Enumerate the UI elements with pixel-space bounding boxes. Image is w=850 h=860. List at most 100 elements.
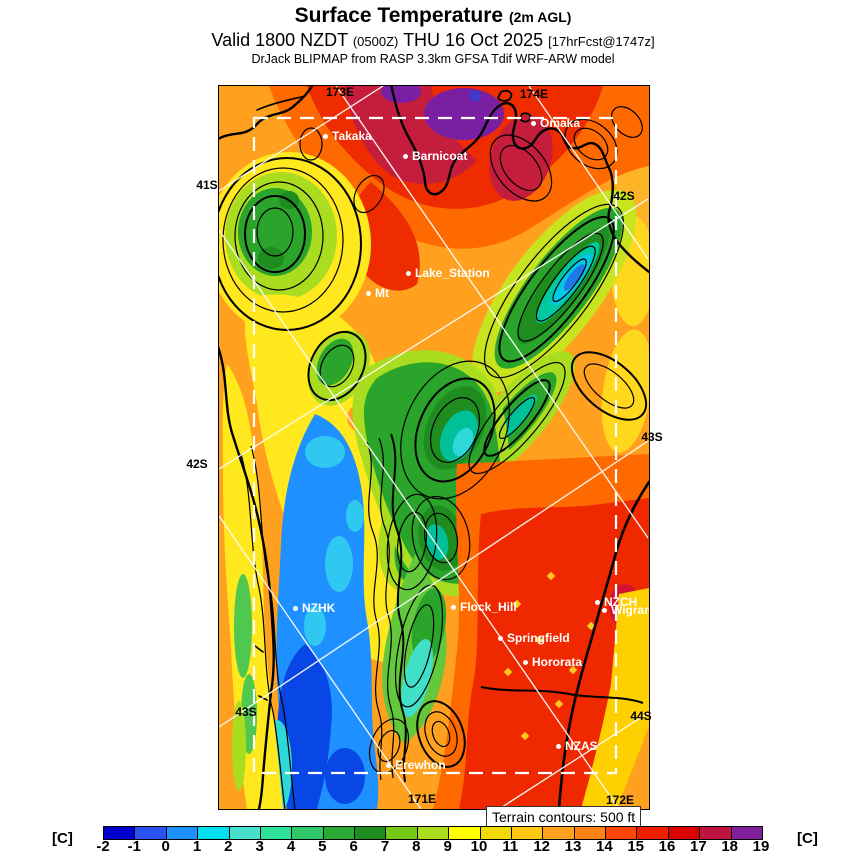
grid-label: 44S xyxy=(630,709,652,723)
colorbar-segment xyxy=(323,827,355,839)
colorbar-tick-label: 17 xyxy=(689,838,707,855)
valid-fcst: [17hrFcst@1747z] xyxy=(548,34,655,49)
station-label: NZHK xyxy=(302,601,336,615)
grid-label: 174E xyxy=(519,87,549,101)
valid-line: Valid 1800 NZDT (0500Z) THU 16 Oct 2025 … xyxy=(8,30,850,51)
valid-prefix: Valid 1800 NZDT xyxy=(211,30,348,50)
colorbar-segment xyxy=(480,827,512,839)
station-label: Springfield xyxy=(507,631,570,645)
colorbar-segment xyxy=(668,827,701,839)
station-marker-icon xyxy=(523,659,528,665)
station-label: Wigram xyxy=(611,603,649,617)
colorbar-segment xyxy=(700,827,732,839)
colorbar-segment xyxy=(511,827,544,839)
colorbar-tick-label: 2 xyxy=(224,838,233,855)
grid-label: 41S xyxy=(196,178,218,192)
station-marker-icon xyxy=(595,599,600,605)
colorbar-tick-label: 7 xyxy=(380,838,390,855)
colorbar-segment xyxy=(198,827,230,839)
station-label: Omaka xyxy=(540,116,581,130)
station: Wigram xyxy=(602,603,649,617)
temperature-map-graphic xyxy=(207,81,655,816)
station-marker-icon xyxy=(451,604,456,610)
colorbar-segment xyxy=(166,827,199,839)
station: Takaka xyxy=(323,129,372,143)
colorbar-tick-label: 11 xyxy=(502,838,519,855)
colorbar-tick-label: 8 xyxy=(412,838,421,855)
colorbar-segment xyxy=(104,827,136,839)
colorbar-segment xyxy=(135,827,167,839)
grid-label: 42S xyxy=(186,457,208,471)
colorbar-tick-label: 10 xyxy=(470,838,488,855)
station-label: Hororata xyxy=(532,655,583,669)
colorbar-tick-label: 13 xyxy=(564,838,582,855)
station: Erewhon xyxy=(386,758,446,772)
river-line xyxy=(480,686,644,704)
colorbar-segment xyxy=(260,827,293,839)
grid-label: 172E xyxy=(605,793,635,807)
station-marker-icon xyxy=(403,153,408,159)
colorbar-ticks: -2 -1 0 1 2 3 4 5 6 7 8 9 10 11 12 13 14 15 16 17 18 19 xyxy=(96,838,769,858)
station-label: NZAS xyxy=(565,739,598,753)
station-label: NZCH xyxy=(604,595,638,609)
colorbar-segments xyxy=(103,826,763,840)
header: Surface Temperature (2m AGL) Valid 1800 … xyxy=(8,4,850,66)
map-frame: Takaka Omaka Barnicoat Lake_Station Mt NZHK Fl… xyxy=(207,81,655,816)
station-marker-icon xyxy=(406,270,411,276)
valid-date: THU 16 Oct 2025 xyxy=(403,30,544,50)
station: NZHK xyxy=(293,601,335,615)
colorbar-tick-label: -2 xyxy=(96,838,110,855)
colorbar-segment xyxy=(386,827,418,839)
station-marker-icon xyxy=(531,120,536,126)
terrain-note: Terrain contours: 500 ft xyxy=(486,806,642,828)
station: Lake_Station xyxy=(406,266,490,280)
station-marker-icon xyxy=(293,605,298,611)
colorbar-tick-label: 12 xyxy=(533,838,550,855)
station-label: Erewhon xyxy=(395,758,446,772)
valid-z: (0500Z) xyxy=(352,34,399,49)
station: Mt xyxy=(366,286,389,300)
colorbar-segment xyxy=(417,827,450,839)
colorbar-tick-label: 3 xyxy=(255,838,264,855)
colorbar-segment xyxy=(543,827,575,839)
colorbar-segment xyxy=(606,827,638,839)
colorbar-segment xyxy=(637,827,669,839)
colorbar-tick-label: 9 xyxy=(443,838,452,855)
station-label: Flock_Hill xyxy=(460,600,517,614)
colorbar-tick-label: 4 xyxy=(286,838,296,855)
colorbar-segment xyxy=(731,827,762,839)
colorbar-segment xyxy=(449,827,481,839)
colorbar-tick-label: 16 xyxy=(658,838,676,855)
colorbar-tick-label: 14 xyxy=(595,838,613,855)
colorbar-unit-left: [C] xyxy=(52,830,73,847)
station: Barnicoat xyxy=(403,149,467,163)
title-main: Surface Temperature xyxy=(294,4,504,27)
colorbar-segment xyxy=(355,827,387,839)
model-line: DrJack BLIPMAP from RASP 3.3km GFSA Tdif… xyxy=(251,52,615,66)
colorbar-tick-label: 15 xyxy=(627,838,644,855)
title-sub: (2m AGL) xyxy=(508,9,572,25)
stations: Takaka Omaka Barnicoat Lake_Station Mt NZHK Fl… xyxy=(219,86,649,809)
page-title: Surface Temperature (2m AGL) xyxy=(8,4,850,28)
colorbar-tick-label: 0 xyxy=(161,838,170,855)
station-label: Takaka xyxy=(332,129,372,143)
coastline xyxy=(214,82,651,811)
station-marker-icon xyxy=(386,762,391,768)
domain-boundary-dashed xyxy=(252,116,618,775)
station-label: Barnicoat xyxy=(412,149,468,163)
station: Springfield xyxy=(498,631,570,645)
station: Flock_Hill xyxy=(451,600,517,614)
colorbar-tick-label: 18 xyxy=(721,838,738,855)
grid-label: 43S xyxy=(235,705,257,719)
station-marker-icon xyxy=(498,635,503,641)
station: Hororata xyxy=(523,655,582,669)
station-marker-icon xyxy=(602,607,607,613)
colorbar-tick-label: 5 xyxy=(318,838,327,855)
station-marker-icon xyxy=(323,133,328,139)
grid-label: 43S xyxy=(641,430,663,444)
station: NZCH xyxy=(595,595,637,609)
grid-label: 173E xyxy=(325,85,355,99)
grid-label: 42S xyxy=(613,189,635,203)
station-marker-icon xyxy=(556,743,561,749)
grid-label: 171E xyxy=(407,792,437,806)
